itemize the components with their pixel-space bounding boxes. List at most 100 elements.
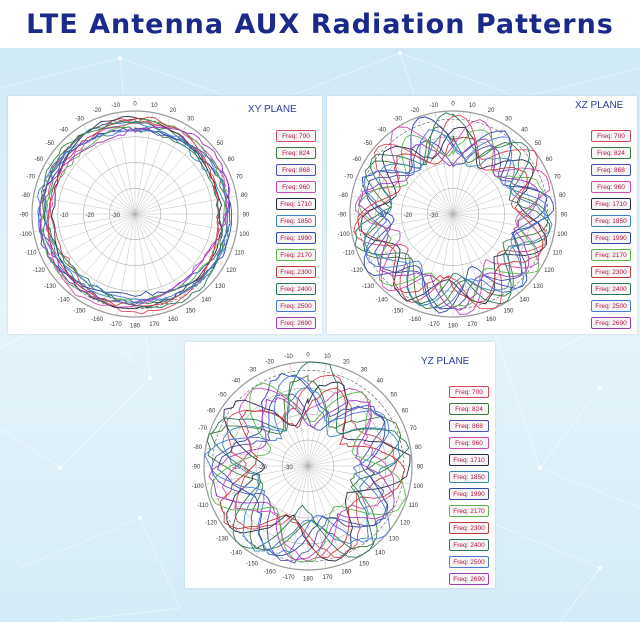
- legend-item: Freq: 824: [276, 147, 316, 159]
- angle-tick-label: 160: [486, 317, 497, 323]
- pattern-trace: [39, 126, 230, 305]
- yz-plane-label: YZ PLANE: [421, 356, 470, 367]
- legend-item: Freq: 824: [591, 147, 631, 159]
- angle-tick-label: -70: [26, 175, 35, 181]
- grid-spoke: [240, 386, 309, 467]
- xz-plane-legend: Freq: 700 Freq: 824 Freq: 868 Freq: 960 Freq…: [591, 130, 631, 334]
- angle-tick-label: 180: [448, 324, 459, 330]
- pattern-trace: [37, 129, 230, 301]
- angle-tick-label: -50: [364, 141, 373, 147]
- legend-item: Freq: 1850: [276, 215, 316, 227]
- legend-item: Freq: 960: [276, 181, 316, 193]
- pattern-trace: [361, 116, 554, 314]
- pattern-trace: [217, 372, 388, 557]
- grid-spoke: [134, 162, 225, 215]
- grid-spoke: [99, 117, 136, 215]
- pattern-trace: [38, 127, 232, 297]
- pattern-trace: [44, 120, 229, 305]
- legend-item: Freq: 2500: [449, 556, 489, 568]
- legend-item: Freq: 868: [276, 164, 316, 176]
- grid-spoke: [68, 134, 136, 215]
- legend-item: Freq: 868: [449, 420, 489, 432]
- xz-plane-label: XZ PLANE: [575, 100, 624, 111]
- angle-tick-label: -10: [111, 103, 120, 109]
- angle-tick-label: 20: [343, 359, 350, 365]
- grid-spoke: [68, 213, 136, 294]
- grid-spoke: [307, 465, 388, 534]
- angle-tick-label: -120: [205, 521, 218, 527]
- angle-tick-label: -140: [376, 298, 389, 304]
- grid-spoke: [307, 465, 406, 502]
- angle-tick-label: -60: [207, 409, 216, 415]
- angle-tick-label: 110: [553, 250, 563, 256]
- pattern-trace: [364, 133, 553, 307]
- grid-spoke: [55, 213, 136, 281]
- grid-spoke: [401, 213, 454, 304]
- angle-tick-label: -40: [377, 127, 386, 133]
- angle-tick-label: -60: [35, 157, 44, 163]
- angle-tick-label: 70: [410, 426, 417, 432]
- legend-item: Freq: 2300: [591, 266, 631, 278]
- grid-spoke: [452, 117, 489, 215]
- angle-tick-label: 120: [400, 521, 411, 527]
- angle-tick-label: -130: [44, 284, 57, 290]
- pattern-trace: [210, 382, 407, 563]
- angle-tick-label: -120: [33, 268, 46, 274]
- angle-tick-label: 100: [413, 484, 424, 490]
- pattern-trace: [363, 125, 549, 309]
- pattern-trace: [364, 129, 547, 309]
- angle-tick-label: -10: [284, 354, 293, 360]
- angle-tick-label: 70: [236, 175, 243, 181]
- yz-plane-panel: 0 10 20 30 40 50 60 70 80 90 100 110 120 130 140 150 160…: [185, 342, 495, 588]
- legend-item: Freq: 1990: [276, 232, 316, 244]
- angle-tick-label: 120: [226, 268, 237, 274]
- angle-tick-label: -100: [192, 484, 205, 490]
- angle-tick-label: 90: [243, 213, 250, 219]
- angle-tick-label: -50: [46, 141, 55, 147]
- grid-spoke: [240, 465, 309, 546]
- angle-tick-label: 0: [133, 102, 137, 108]
- pattern-trace: [40, 119, 227, 303]
- grid-spoke: [272, 368, 309, 467]
- pattern-trace: [204, 375, 391, 556]
- angle-tick-label: 110: [235, 250, 245, 256]
- angle-tick-label: 80: [415, 445, 422, 451]
- legend-item: Freq: 1990: [449, 488, 489, 500]
- angle-tick-label: 30: [361, 368, 368, 374]
- angle-tick-label: 70: [554, 175, 561, 181]
- grid-spoke: [417, 213, 454, 311]
- grid-spoke: [386, 134, 454, 215]
- angle-tick-label: 30: [505, 116, 512, 122]
- legend-item: Freq: 1710: [449, 454, 489, 466]
- grid-spoke: [307, 465, 411, 485]
- legend-item: Freq: 2400: [591, 283, 631, 295]
- angle-tick-label: -90: [192, 465, 201, 471]
- grid-spoke: [272, 465, 309, 564]
- angle-tick-label: 110: [408, 503, 418, 509]
- grid-spoke: [134, 178, 232, 215]
- angle-tick-label: 170: [149, 322, 160, 328]
- angle-tick-label: 10: [324, 354, 331, 360]
- angle-tick-label: -120: [351, 268, 364, 274]
- angle-tick-label: 50: [217, 141, 224, 147]
- angle-tick-label: -150: [246, 561, 259, 567]
- grid-spoke: [452, 213, 543, 266]
- grid-spoke: [255, 465, 309, 557]
- angle-tick-label: 80: [559, 193, 566, 199]
- angle-tick-label: 100: [239, 232, 250, 238]
- radial-tick-label: -10: [60, 213, 69, 219]
- angle-tick-label: 40: [377, 379, 384, 385]
- grid-spoke: [307, 465, 344, 564]
- page-title: LTE Antenna AUX Radiation Patterns: [26, 8, 614, 40]
- angle-tick-label: -170: [110, 322, 123, 328]
- grid-spoke: [373, 213, 454, 281]
- legend-item: Freq: 2170: [276, 249, 316, 261]
- angle-tick-label: -140: [58, 298, 71, 304]
- angle-tick-label: 100: [557, 232, 568, 238]
- grid-spoke: [434, 112, 454, 215]
- angle-tick-label: -50: [218, 393, 227, 399]
- angle-tick-label: -30: [75, 116, 84, 122]
- legend-item: Freq: 1710: [276, 198, 316, 210]
- grid-spoke: [228, 465, 309, 534]
- pattern-trace: [206, 375, 402, 551]
